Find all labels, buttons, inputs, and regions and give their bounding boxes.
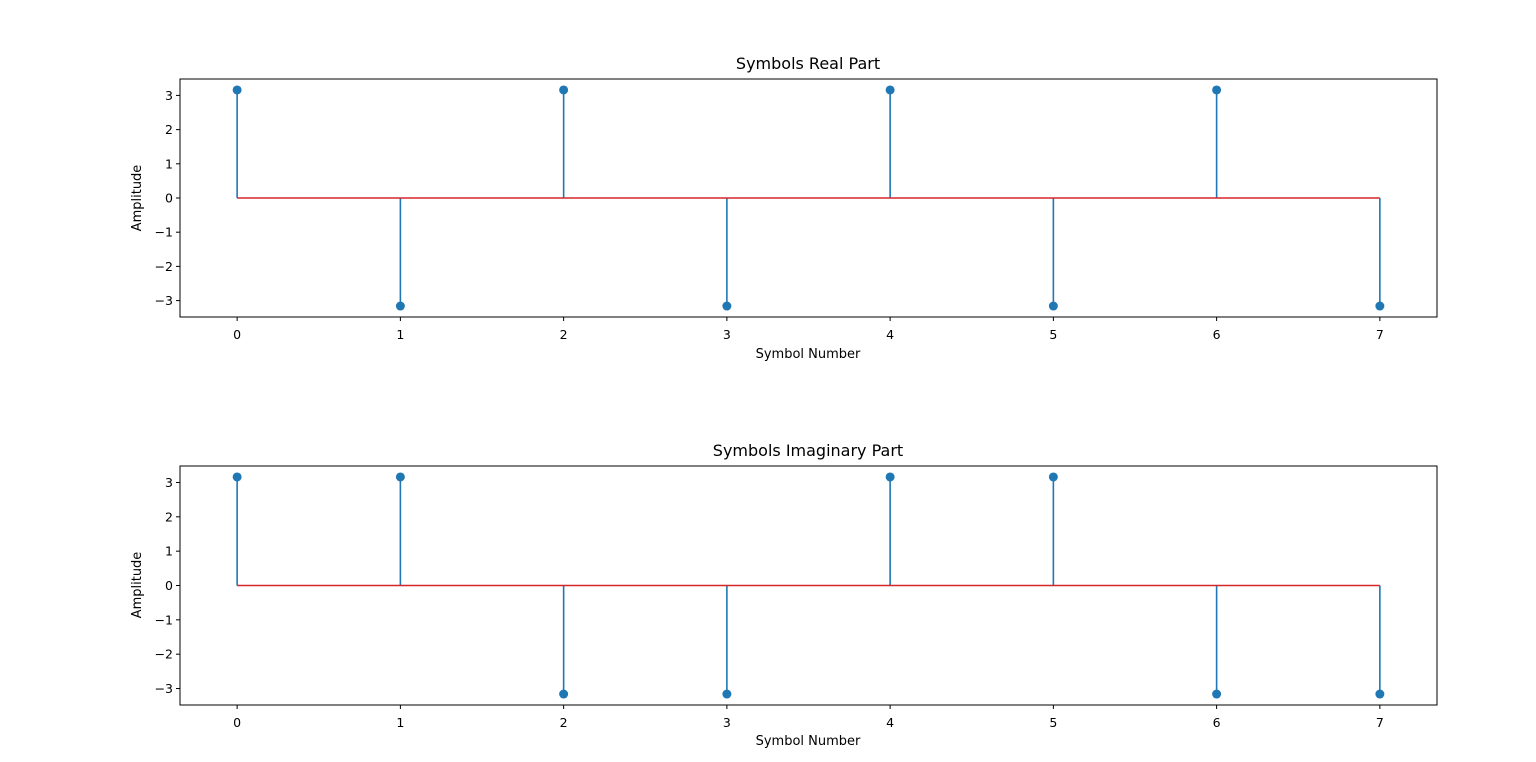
x-tick-label: 1 xyxy=(396,715,404,730)
stem-marker xyxy=(722,689,732,699)
y-tick-label: −1 xyxy=(155,612,173,627)
x-tick-label: 5 xyxy=(1049,327,1057,342)
x-tick-label: 1 xyxy=(396,327,404,342)
x-tick-label: 0 xyxy=(233,715,241,730)
x-tick-label: 7 xyxy=(1376,715,1384,730)
y-tick-label: 3 xyxy=(165,88,173,103)
x-axis-label: Symbol Number xyxy=(756,347,861,362)
x-tick-label: 6 xyxy=(1213,327,1221,342)
stem-marker xyxy=(1212,85,1222,95)
y-tick-label: 1 xyxy=(165,544,173,559)
x-tick-label: 2 xyxy=(560,715,568,730)
stem-marker xyxy=(885,85,895,95)
y-axis-label: Amplitude xyxy=(130,552,145,619)
y-axis-label: Amplitude xyxy=(130,165,145,232)
stem-marker xyxy=(559,689,569,699)
y-tick-label: −3 xyxy=(155,293,173,308)
imaginary-part-subplot: Symbols Imaginary Part Symbol Number Amp… xyxy=(130,441,1438,749)
chart-title: Symbols Imaginary Part xyxy=(713,441,903,460)
y-tick-label: −3 xyxy=(155,681,173,696)
y-tick-label: 2 xyxy=(165,509,173,524)
y-tick-label: 0 xyxy=(165,191,173,206)
y-tick-label: 1 xyxy=(165,156,173,171)
stem-marker xyxy=(1375,689,1385,699)
x-tick-label: 4 xyxy=(886,715,894,730)
stem-marker xyxy=(1048,301,1058,311)
stem-marker xyxy=(1212,689,1222,699)
x-tick-label: 4 xyxy=(886,327,894,342)
stem-marker xyxy=(395,472,405,482)
x-tick-label: 6 xyxy=(1213,715,1221,730)
stem-marker xyxy=(232,472,242,482)
x-tick-label: 5 xyxy=(1049,715,1057,730)
y-tick-label: −2 xyxy=(155,647,173,662)
x-tick-label: 2 xyxy=(560,327,568,342)
stem-marker xyxy=(559,85,569,95)
stem-marker xyxy=(885,472,895,482)
x-tick-label: 0 xyxy=(233,327,241,342)
stem-marker xyxy=(1048,472,1058,482)
stem-marker xyxy=(395,301,405,311)
chart-title: Symbols Real Part xyxy=(736,54,880,73)
x-tick-label: 3 xyxy=(723,327,731,342)
real-part-subplot: Symbols Real Part Symbol Number Amplitud… xyxy=(130,54,1438,362)
stem-marker xyxy=(722,301,732,311)
x-axis-label: Symbol Number xyxy=(756,734,861,749)
stem-marker xyxy=(1375,301,1385,311)
y-tick-label: −2 xyxy=(155,259,173,274)
y-tick-label: −1 xyxy=(155,225,173,240)
y-tick-label: 0 xyxy=(165,578,173,593)
y-tick-label: 3 xyxy=(165,475,173,490)
stem-marker xyxy=(232,85,242,95)
x-tick-label: 7 xyxy=(1376,327,1384,342)
y-tick-label: 2 xyxy=(165,122,173,137)
x-tick-label: 3 xyxy=(723,715,731,730)
